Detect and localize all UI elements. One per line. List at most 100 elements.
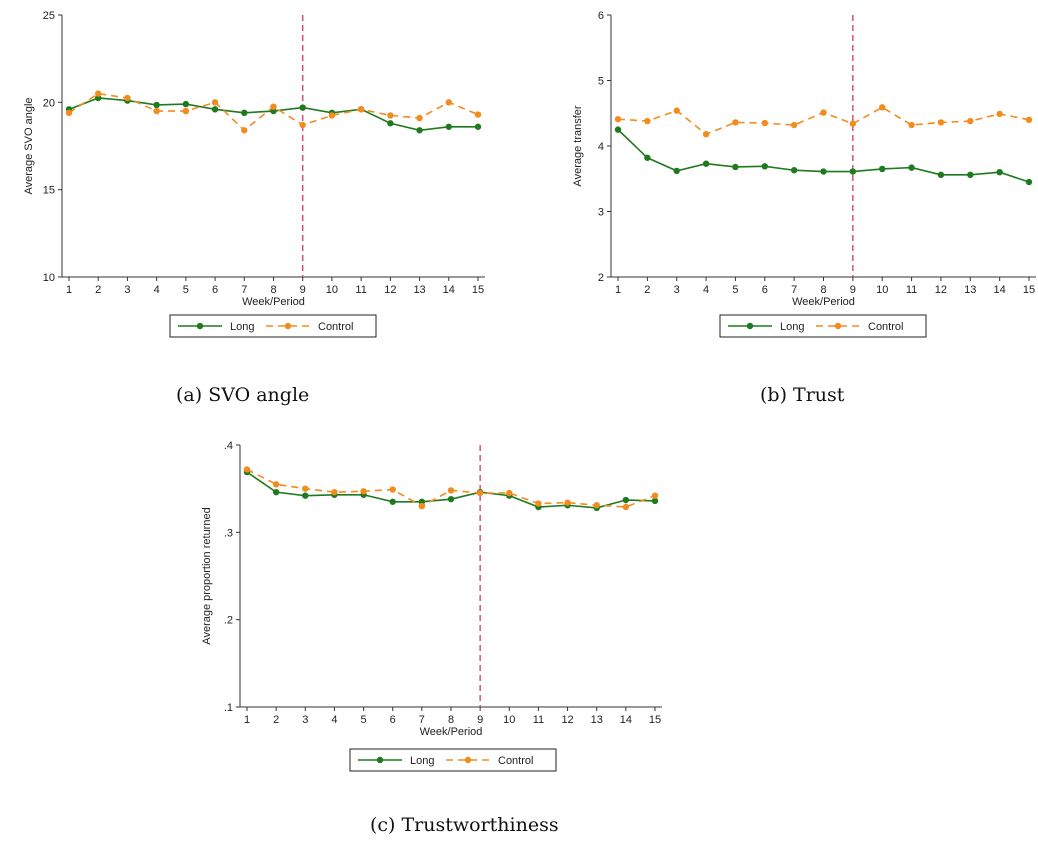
data-point-control [360, 488, 367, 495]
x-tick-label: 2 [95, 284, 101, 296]
data-point-control [879, 104, 886, 111]
legend-label-long: Long [780, 321, 804, 333]
x-tick-label: 2 [273, 714, 279, 726]
x-tick-label: 1 [66, 284, 72, 296]
data-point-control [211, 99, 219, 106]
data-point-control [702, 131, 710, 138]
x-axis-label: Week/Period [792, 296, 855, 308]
y-tick-label: 6 [598, 10, 604, 22]
data-point-control [447, 487, 455, 494]
x-tick-label: 9 [850, 284, 856, 296]
data-point-control [651, 492, 659, 499]
data-point-long [651, 497, 659, 505]
x-tick-label: 15 [472, 284, 484, 296]
x-tick-label: 2 [644, 284, 650, 296]
legend-marker-control [464, 756, 472, 764]
y-axis-label: Average proportion returned [201, 507, 213, 644]
legend-marker-long [376, 756, 384, 764]
data-point-control [474, 111, 482, 118]
data-point-control [673, 107, 680, 114]
x-tick-label: 15 [1023, 284, 1035, 296]
data-point-control [622, 503, 630, 511]
data-point-control [644, 117, 651, 125]
chart-trust: 2 3 4 5 6 1 2 3 4 5 6 7 8 9 10 11 12 13 14 15 Week/Period Ave… [550, 0, 1038, 360]
data-point-long [849, 168, 857, 175]
data-point-long [241, 109, 248, 117]
data-point-control [243, 466, 251, 473]
data-point-control [270, 103, 277, 110]
caption-trust: (b) Trust [760, 384, 845, 406]
y-tick-label: 4 [598, 141, 604, 153]
data-point-control [761, 119, 768, 127]
y-axis-label: Average SVO angle [23, 97, 35, 194]
legend-label-control: Control [498, 755, 533, 767]
chart-svo-angle: 10 15 20 25 1 2 3 4 5 6 7 8 9 10 11 12 13 14 15 Week/Period… [0, 0, 500, 360]
x-axis-label: Week/Period [420, 726, 483, 738]
data-point-control [124, 94, 131, 102]
x-tick-label: 4 [154, 284, 160, 296]
data-point-long [211, 106, 219, 113]
x-tick-label: 3 [302, 714, 308, 726]
data-point-control [535, 500, 542, 507]
data-point-control [387, 112, 394, 119]
data-point-control [908, 121, 915, 129]
x-tick-label: 13 [964, 284, 976, 296]
data-point-control [389, 486, 396, 493]
data-point-long [416, 127, 423, 134]
data-point-control [564, 499, 571, 506]
data-point-long [182, 100, 190, 108]
x-tick-label: 3 [674, 284, 680, 296]
x-tick-label: 10 [503, 714, 515, 726]
data-point-long [387, 120, 394, 127]
legend-label-control: Control [318, 321, 353, 333]
y-tick-label: 5 [598, 76, 604, 88]
x-tick-label: 8 [270, 284, 276, 296]
data-point-control [967, 117, 974, 125]
data-point-control [65, 109, 73, 117]
data-point-long [673, 167, 680, 175]
x-tick-label: 11 [906, 284, 917, 296]
x-axis-label: Week/Period [242, 296, 305, 308]
x-tick-label: 7 [241, 284, 247, 296]
data-point-control [849, 120, 857, 127]
legend-label-long: Long [410, 755, 434, 767]
x-tick-label: 15 [649, 714, 661, 726]
data-point-control [182, 107, 190, 115]
data-point-long [622, 496, 630, 504]
data-point-control [445, 99, 452, 106]
y-tick-label: .3 [224, 527, 233, 539]
data-point-long [908, 164, 915, 171]
chart-trustworthiness-svg: .1.2.3.41 2 3 4 5 6 7 8 9 10 11 12 13 14 15Week/Period… [201, 440, 662, 772]
data-point-control [328, 112, 336, 119]
x-tick-label: 4 [331, 714, 337, 726]
x-tick-label: 8 [448, 714, 454, 726]
x-tick-label: 8 [820, 284, 826, 296]
data-point-long [937, 171, 945, 179]
x-tick-label: 5 [183, 284, 189, 296]
data-point-control [153, 107, 160, 115]
data-point-control [416, 114, 423, 122]
x-tick-label: 9 [300, 284, 306, 296]
x-tick-label: 7 [419, 714, 425, 726]
data-point-control [418, 502, 426, 510]
legend-label-control: Control [868, 321, 903, 333]
data-point-control [996, 110, 1003, 118]
data-point-control [820, 109, 827, 116]
data-point-control [937, 119, 945, 126]
data-point-long [272, 488, 280, 496]
legend-label-long: Long [230, 321, 254, 333]
data-point-long [967, 171, 974, 179]
y-tick-label: .2 [224, 615, 233, 627]
data-point-control [593, 502, 600, 509]
x-tick-label: 7 [791, 284, 797, 296]
x-tick-label: 14 [443, 284, 455, 296]
data-point-long [1025, 178, 1033, 186]
data-point-long [996, 169, 1003, 176]
data-point-long [761, 163, 768, 170]
data-point-long [644, 154, 651, 161]
x-tick-label: 9 [477, 714, 483, 726]
data-point-long [702, 160, 710, 167]
x-tick-label: 12 [561, 714, 573, 726]
data-point-long [299, 104, 306, 111]
x-tick-label: 12 [935, 284, 947, 296]
